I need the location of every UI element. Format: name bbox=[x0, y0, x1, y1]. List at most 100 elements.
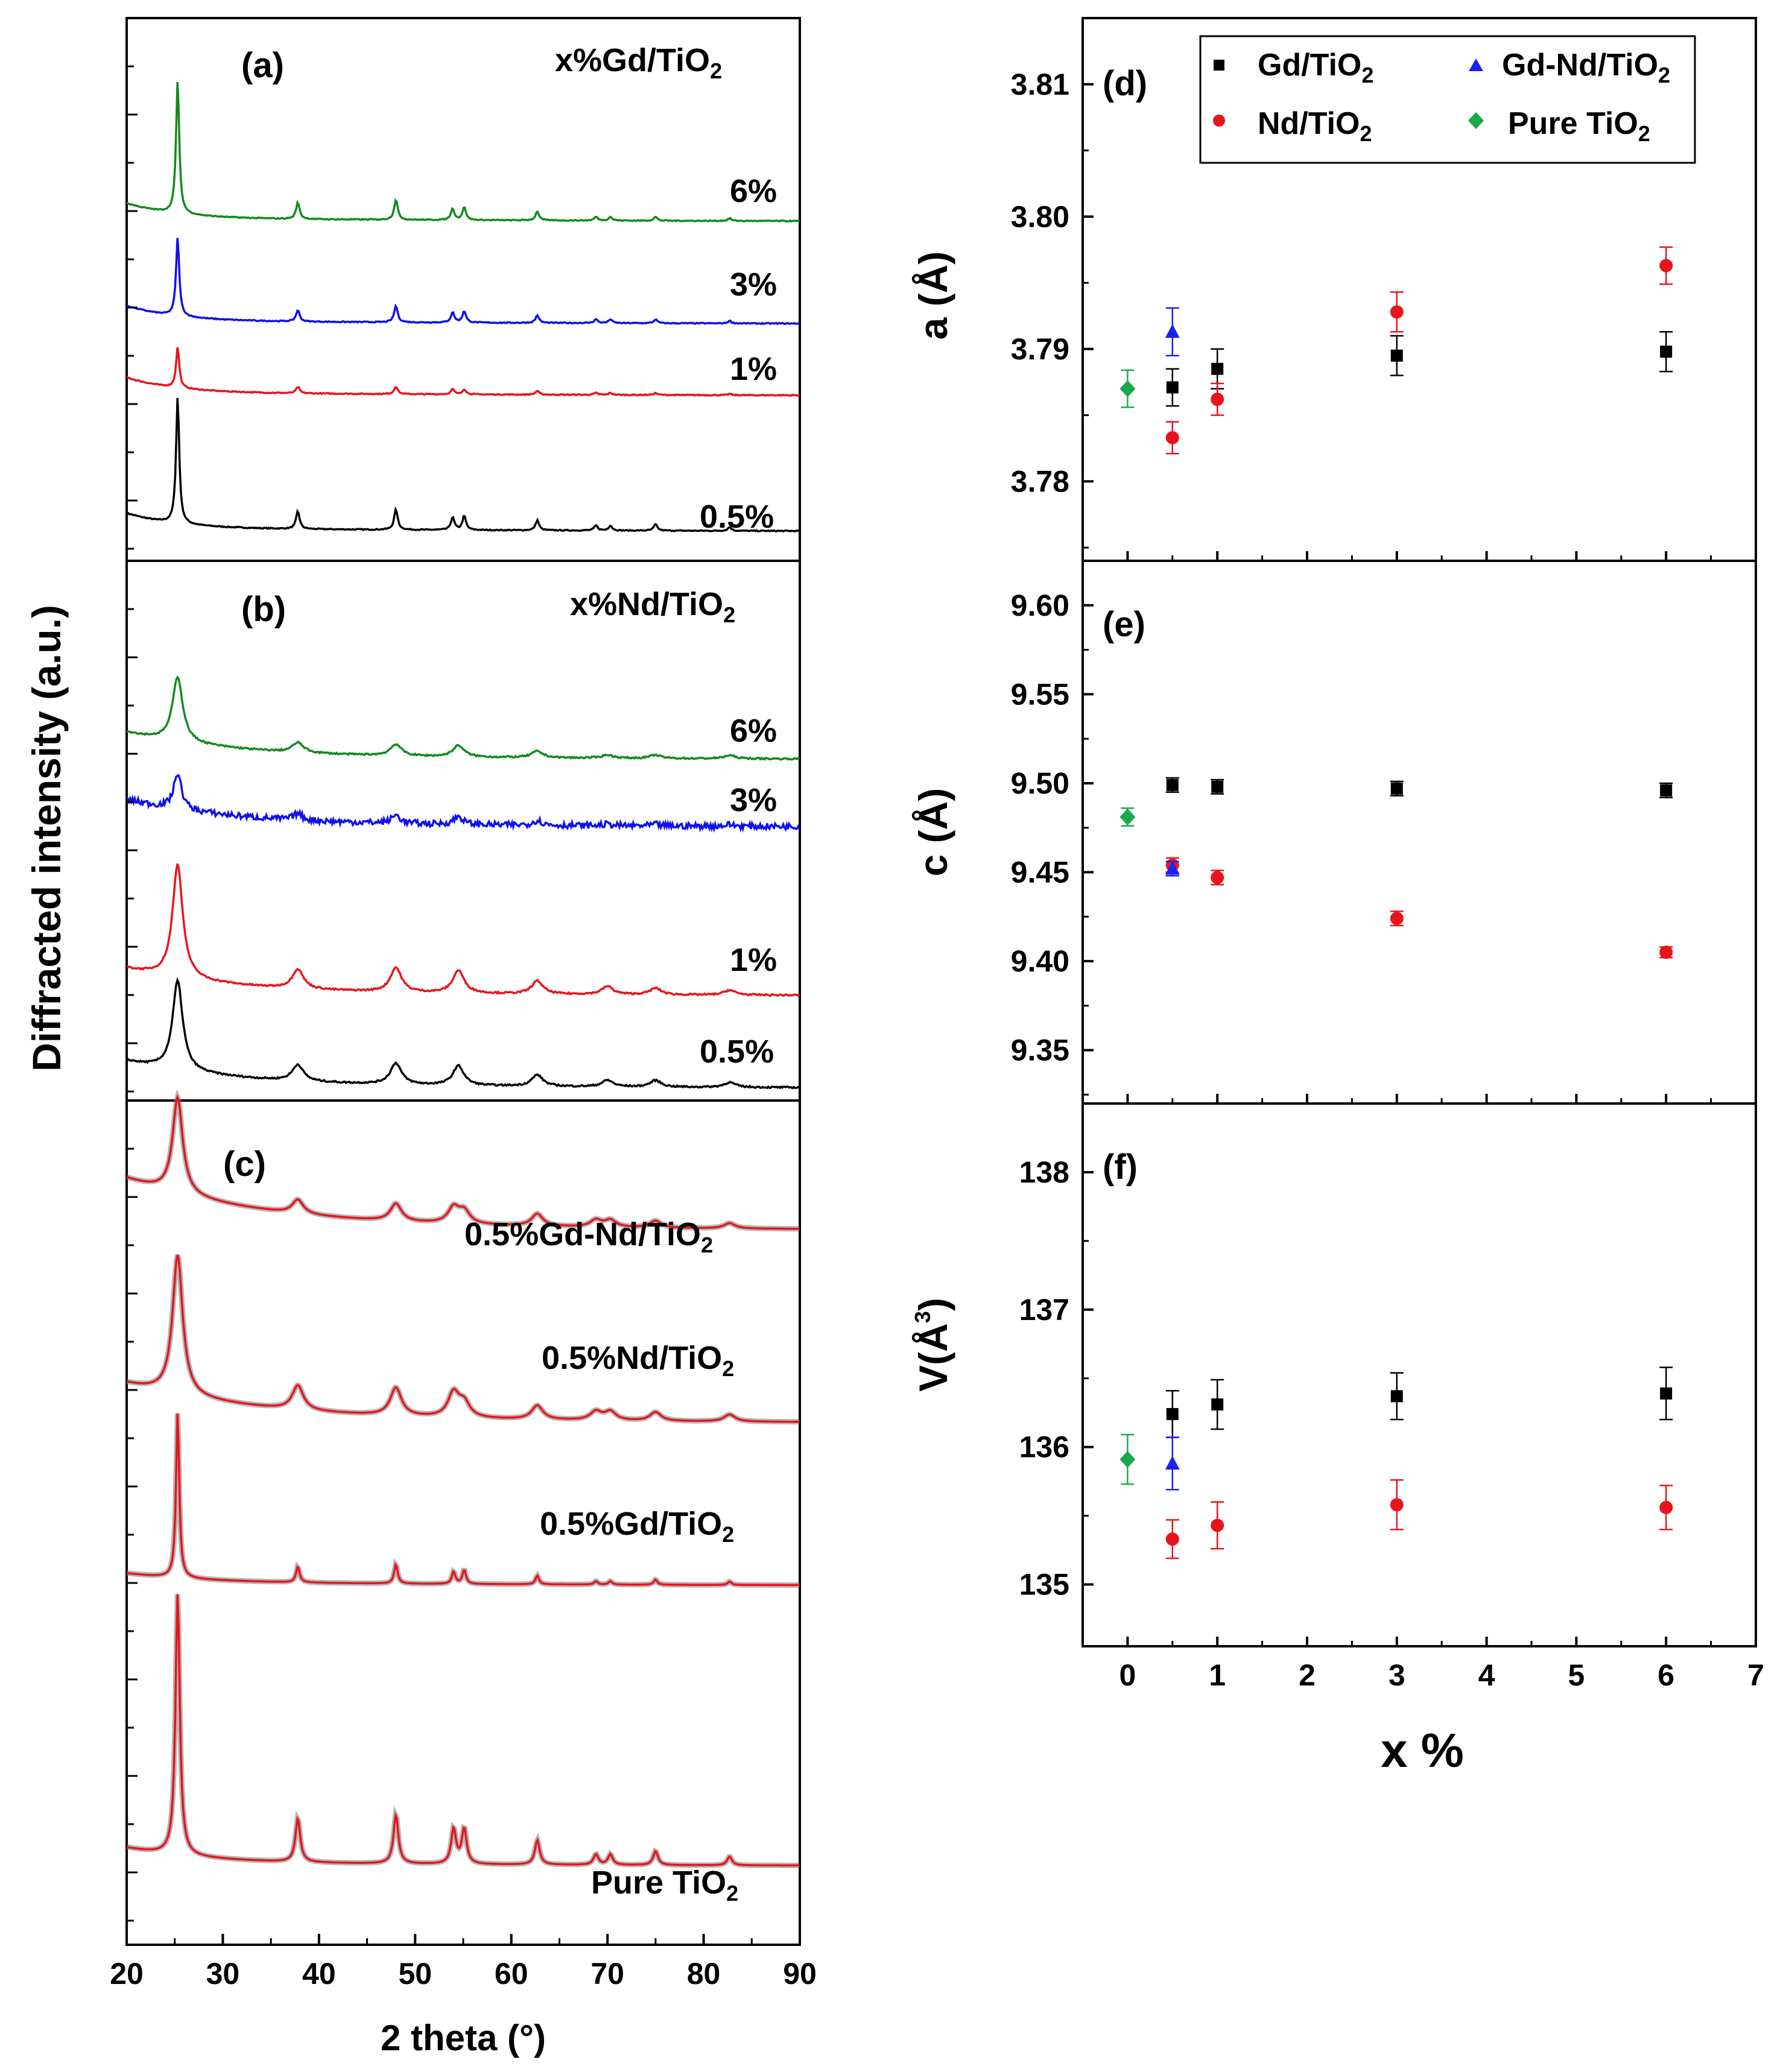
y-tick-label: 137 bbox=[1019, 1293, 1069, 1327]
xrd-trace bbox=[125, 82, 800, 223]
xrd-column: 20 30 40 50 60 70 80 90 (a) (b) (c) x%Gd/TiO2 x… bbox=[24, 17, 817, 2058]
legend-marker-nd bbox=[1213, 115, 1225, 127]
panel-a-label: (a) bbox=[241, 46, 284, 85]
panel-a-label-05: 0.5% bbox=[700, 499, 774, 535]
marker-square bbox=[1660, 346, 1673, 358]
fit-trace bbox=[126, 1094, 800, 1230]
lattice-column: 3.78 3.79 3.80 3.81 9.35 9.40 9.45 9.50 9.55 9.60… bbox=[910, 17, 1764, 1777]
x-tick-label: 1 bbox=[1209, 1658, 1226, 1692]
marker-square bbox=[1660, 784, 1673, 797]
marker-circle bbox=[1659, 1500, 1673, 1514]
left-x-axis-title: 2 theta (°) bbox=[381, 2018, 546, 2058]
panel-f-label: (f) bbox=[1103, 1148, 1138, 1187]
marker-triangle bbox=[1165, 324, 1180, 338]
marker-square bbox=[1211, 362, 1224, 375]
panel-b-traces bbox=[125, 675, 800, 1090]
x-tick-label: 80 bbox=[687, 1957, 721, 1991]
xrd-trace bbox=[126, 863, 800, 997]
panel-b-title: x%Nd/TiO2 bbox=[570, 586, 735, 627]
legend: Gd/TiO2 Gd-Nd/TiO2 Nd/TiO2 Pure TiO2 bbox=[1199, 35, 1696, 164]
y-tick-label: 9.35 bbox=[1011, 1033, 1069, 1067]
marker-square bbox=[1390, 782, 1403, 795]
marker-diamond bbox=[1119, 380, 1136, 397]
y-tick-label: 135 bbox=[1019, 1567, 1069, 1601]
x-tick-label: 60 bbox=[495, 1957, 528, 1991]
legend-marker-gd bbox=[1214, 60, 1224, 71]
y-tick-label: 9.60 bbox=[1011, 589, 1069, 622]
legend-label-nd: Nd/TiO2 bbox=[1258, 106, 1372, 146]
x-tick-label: 20 bbox=[110, 1957, 144, 1991]
observed-trace bbox=[126, 1594, 800, 1868]
right-axis-ticks: 3.78 3.79 3.80 3.81 9.35 9.40 9.45 9.50 9.55 9.60… bbox=[1011, 68, 1764, 1692]
marker-circle bbox=[1390, 912, 1404, 926]
panel-a-label-3: 3% bbox=[730, 267, 777, 303]
marker-square bbox=[1166, 779, 1179, 791]
x-tick-label: 50 bbox=[398, 1957, 432, 1991]
marker-circle bbox=[1211, 393, 1224, 406]
y-tick-label: 9.45 bbox=[1011, 855, 1069, 889]
xrd-trace bbox=[125, 774, 800, 833]
y-tick-label: 3.78 bbox=[1011, 464, 1069, 498]
x-tick-label: 30 bbox=[206, 1957, 240, 1991]
marker-square bbox=[1211, 780, 1224, 793]
legend-label-gdnd: Gd-Nd/TiO2 bbox=[1502, 48, 1670, 87]
marker-square bbox=[1211, 1398, 1224, 1410]
marker-circle bbox=[1165, 431, 1179, 444]
panel-c-label: (c) bbox=[223, 1145, 266, 1184]
fit-trace bbox=[126, 1413, 800, 1587]
marker-triangle bbox=[1165, 1455, 1180, 1470]
xrd-trace bbox=[125, 238, 800, 326]
marker-circle bbox=[1211, 871, 1224, 885]
panel-a-title: x%Gd/TiO2 bbox=[555, 42, 722, 83]
panel-b-frame bbox=[125, 560, 801, 1102]
x-tick-label: 40 bbox=[302, 1957, 336, 1991]
y-tick-label: 136 bbox=[1019, 1430, 1069, 1464]
legend-label-gd: Gd/TiO2 bbox=[1258, 48, 1373, 87]
y-tick-label: 3.80 bbox=[1011, 200, 1069, 233]
legend-marker-pure bbox=[1468, 112, 1484, 129]
panel-e-frame bbox=[1081, 560, 1757, 1105]
marker-square bbox=[1660, 1387, 1673, 1400]
e-y-axis-title: c (Å) bbox=[911, 788, 955, 877]
y-tick-label: 9.50 bbox=[1011, 766, 1069, 800]
marker-diamond bbox=[1119, 1451, 1136, 1468]
x-tick-label: 4 bbox=[1478, 1658, 1495, 1692]
marker-square bbox=[1390, 1390, 1403, 1403]
panel-e-label: (e) bbox=[1103, 605, 1145, 644]
x-tick-label: 5 bbox=[1568, 1658, 1585, 1692]
panel-a-label-1: 1% bbox=[730, 351, 777, 387]
panel-b-label-1: 1% bbox=[730, 942, 777, 978]
legend-box bbox=[1199, 35, 1696, 164]
panel-b-label-6: 6% bbox=[730, 713, 777, 749]
x-tick-label: 6 bbox=[1658, 1658, 1674, 1692]
fit-trace bbox=[126, 1594, 800, 1867]
y-tick-label: 138 bbox=[1019, 1155, 1069, 1189]
y-tick-label: 9.40 bbox=[1011, 944, 1069, 978]
y-tick-label: 3.79 bbox=[1011, 332, 1069, 366]
panel-c-label-nd: 0.5%Nd/TiO2 bbox=[542, 1340, 734, 1381]
marker-circle bbox=[1390, 305, 1404, 319]
marker-square bbox=[1390, 349, 1403, 362]
xrd-trace bbox=[126, 977, 800, 1090]
marker-circle bbox=[1390, 1498, 1404, 1512]
panel-c-label-gdnd: 0.5%Gd-Nd/TiO2 bbox=[464, 1216, 713, 1257]
marker-circle bbox=[1659, 259, 1673, 273]
panel-b-label-05: 0.5% bbox=[700, 1034, 774, 1070]
marker-square bbox=[1166, 381, 1179, 394]
right-x-axis-title: x % bbox=[1381, 1723, 1464, 1777]
panel-c-label-pure: Pure TiO2 bbox=[591, 1865, 738, 1906]
d-y-axis-title: a (Å) bbox=[911, 251, 955, 340]
left-axis-ticks: 20 30 40 50 60 70 80 90 bbox=[110, 65, 817, 1991]
panel-a-traces bbox=[125, 82, 800, 533]
x-tick-label: 90 bbox=[783, 1957, 817, 1991]
y-tick-label: 3.81 bbox=[1011, 68, 1069, 101]
xrd-trace bbox=[126, 397, 800, 533]
f-y-axis-title: V(Å3) bbox=[910, 1298, 955, 1392]
panel-b-label: (b) bbox=[241, 590, 286, 629]
x-tick-label: 3 bbox=[1389, 1658, 1405, 1692]
marker-circle bbox=[1165, 1532, 1179, 1546]
x-tick-label: 70 bbox=[591, 1957, 624, 1991]
marker-circle bbox=[1211, 1518, 1224, 1532]
x-tick-label: 2 bbox=[1299, 1658, 1316, 1692]
